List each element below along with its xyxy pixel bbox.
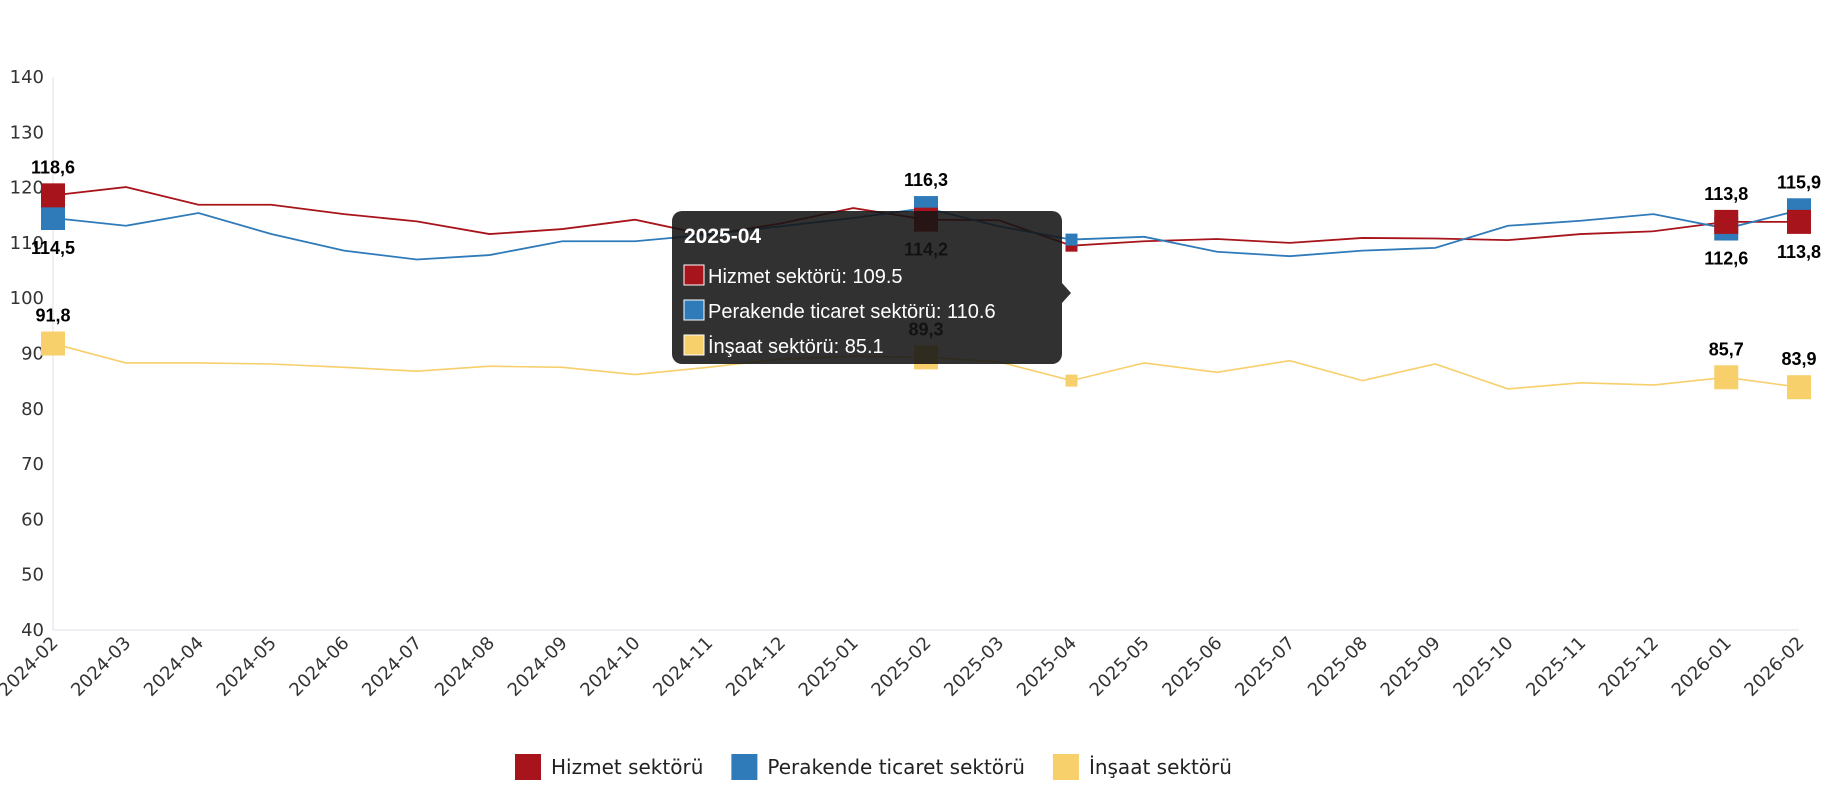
x-tick-label: 2024-03 [67, 633, 135, 701]
data-marker [1714, 365, 1739, 390]
x-tick-group: 2025-05 [1086, 633, 1154, 701]
x-tick-group: 2025-02 [867, 633, 935, 701]
x-tick-label: 2024-06 [285, 633, 353, 701]
x-tick-group: 2025-12 [1595, 633, 1663, 701]
hover-marker [1065, 374, 1078, 387]
tooltip-row: Hizmet sektörü: 109.5 [708, 266, 903, 288]
y-tick-label: 70 [21, 454, 44, 475]
x-tick-group: 2024-11 [649, 633, 717, 701]
x-tick-group: 2024-05 [213, 633, 281, 701]
data-label: 114,5 [31, 238, 75, 258]
tooltip: 2025-04 Hizmet sektörü: 109.5 Perakende ti… [672, 211, 1071, 364]
x-tick-group: 2026-01 [1668, 633, 1736, 701]
data-marker [41, 183, 65, 208]
data-marker [41, 331, 65, 356]
tooltip-swatch [683, 299, 705, 321]
data-label: 116,3 [904, 170, 948, 190]
data-marker [41, 206, 65, 231]
data-label: 113,8 [1704, 184, 1748, 204]
tooltip-title: 2025-04 [684, 225, 761, 248]
tooltip-swatch [683, 334, 705, 356]
x-tick-label: 2025-05 [1086, 633, 1154, 701]
x-tick-group: 2025-11 [1522, 633, 1590, 701]
data-label: 118,6 [31, 157, 75, 177]
hover-marker [1065, 233, 1078, 246]
x-tick-label: 2025-09 [1377, 633, 1445, 701]
legend-swatch [515, 754, 541, 780]
x-tick-label: 2024-12 [722, 633, 790, 701]
data-marker [1714, 209, 1739, 234]
x-tick-group: 2025-06 [1158, 633, 1226, 701]
x-tick-group: 2024-10 [576, 633, 644, 701]
x-tick-group: 2025-07 [1231, 633, 1299, 701]
x-tick-group: 2025-09 [1377, 633, 1445, 701]
legend-label: Hizmet sektörü [551, 755, 703, 779]
data-label: 112,6 [1704, 249, 1748, 269]
legend-label: Perakende ticaret sektörü [767, 755, 1025, 779]
x-tick-group: 2024-08 [431, 633, 499, 701]
data-label: 85,7 [1709, 339, 1744, 359]
data-marker [1787, 375, 1811, 400]
tooltip-box [672, 211, 1062, 364]
x-tick-group: 2025-10 [1449, 633, 1517, 701]
legend-label: İnşaat sektörü [1089, 755, 1232, 779]
x-tick-group: 2024-03 [67, 633, 135, 701]
data-label: 113,8 [1777, 242, 1821, 262]
x-tick-group: 2025-03 [940, 633, 1008, 701]
x-tick-label: 2024-05 [213, 633, 281, 701]
y-tick-label: 40 [21, 620, 44, 641]
x-tick-label: 2026-02 [1740, 633, 1808, 701]
x-tick-label: 2025-07 [1231, 633, 1299, 701]
x-tick-label: 2024-09 [504, 633, 572, 701]
x-tick-label: 2025-11 [1522, 633, 1590, 701]
data-marker [1787, 209, 1811, 234]
y-tick-label: 110 [10, 233, 44, 254]
x-tick-label: 2025-01 [795, 633, 863, 701]
y-tick-label: 100 [10, 288, 44, 309]
y-tick-label: 50 [21, 565, 44, 586]
y-tick-label: 130 [10, 122, 44, 143]
x-tick-label: 2025-10 [1449, 633, 1517, 701]
data-label: 115,9 [1777, 172, 1821, 192]
x-tick-label: 2024-07 [358, 633, 426, 701]
tooltip-swatch [683, 264, 705, 286]
y-tick-label: 80 [21, 399, 44, 420]
data-label: 91,8 [35, 306, 70, 326]
x-tick-label: 2024-10 [576, 633, 644, 701]
x-tick-group: 2025-04 [1013, 633, 1081, 701]
x-tick-label: 2025-12 [1595, 633, 1663, 701]
x-tick-label: 2025-03 [940, 633, 1008, 701]
x-tick-group: 2025-01 [795, 633, 863, 701]
x-tick-group: 2026-02 [1740, 633, 1808, 701]
x-tick-label: 2025-06 [1158, 633, 1226, 701]
y-tick-label: 140 [10, 67, 44, 88]
legend-swatch [1052, 754, 1079, 780]
x-tick-label: 2024-11 [649, 633, 717, 701]
tooltip-arrow [1062, 283, 1071, 303]
data-label: 83,9 [1781, 349, 1816, 369]
x-tick-group: 2024-07 [358, 633, 426, 701]
x-tick-label: 2025-08 [1304, 633, 1372, 701]
x-tick-group: 2024-04 [140, 633, 208, 701]
x-tick-label: 2025-02 [867, 633, 935, 701]
y-tick-label: 120 [10, 178, 44, 199]
y-tick-label: 90 [21, 344, 44, 365]
x-tick-label: 2024-08 [431, 633, 499, 701]
x-tick-label: 2026-01 [1668, 633, 1736, 701]
x-tick-label: 2024-02 [0, 633, 63, 701]
legend-swatch [731, 754, 758, 780]
x-tick-group: 2024-02 [0, 633, 63, 701]
x-tick-group: 2024-12 [722, 633, 790, 701]
x-tick-group: 2024-06 [285, 633, 353, 701]
y-tick-label: 60 [21, 509, 44, 530]
x-tick-label: 2025-04 [1013, 633, 1081, 701]
tooltip-row: İnşaat sektörü: 85.1 [708, 335, 884, 358]
tooltip-row: Perakende ticaret sektörü: 110.6 [708, 301, 996, 323]
x-tick-group: 2024-09 [504, 633, 572, 701]
x-tick-group: 2025-08 [1304, 633, 1372, 701]
legend: Hizmet sektörü Perakende ticaret sektörü İ… [515, 754, 1232, 780]
x-tick-label: 2024-04 [140, 633, 208, 701]
